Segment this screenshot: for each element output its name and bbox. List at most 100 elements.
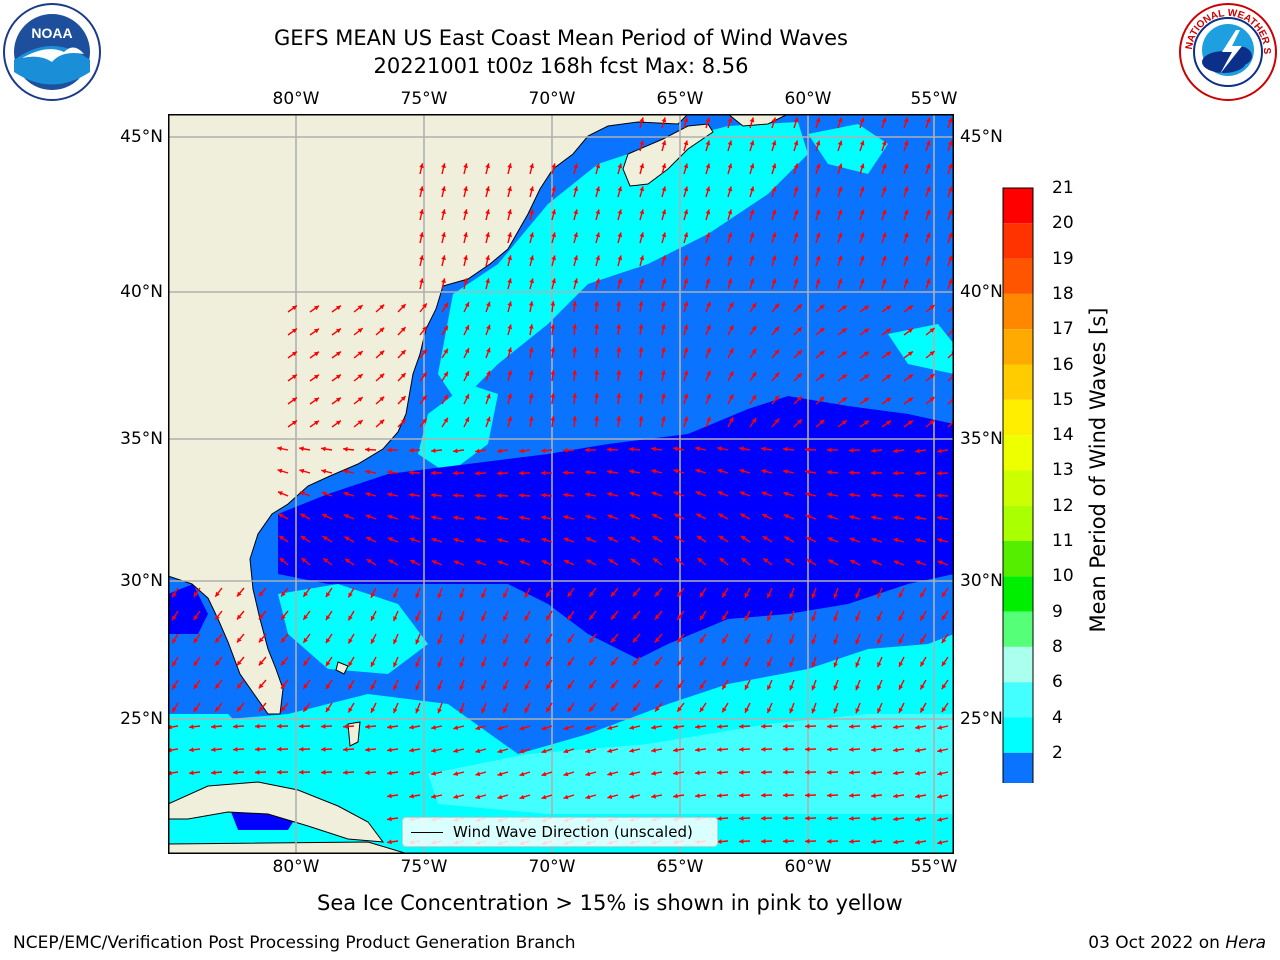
wind-wave-arrowhead bbox=[811, 593, 816, 599]
wind-wave-arrowhead bbox=[292, 397, 297, 403]
wind-wave-arrowhead bbox=[729, 325, 734, 331]
wind-wave-arrowhead bbox=[837, 163, 843, 169]
wind-wave-arrowhead bbox=[771, 209, 777, 215]
wind-wave-arrowhead bbox=[674, 513, 680, 519]
wind-wave-arrowhead bbox=[948, 163, 953, 169]
wind-wave-arrowhead bbox=[850, 560, 856, 565]
wind-wave-arrowhead bbox=[683, 393, 689, 399]
wind-wave-arrowhead bbox=[617, 209, 623, 215]
wind-wave-arrowhead bbox=[677, 614, 682, 620]
wind-wave-arrowhead bbox=[749, 255, 755, 261]
wind-wave-arrowhead bbox=[237, 706, 242, 712]
wind-wave-arrowhead bbox=[926, 278, 931, 284]
wind-wave-arrowhead bbox=[941, 615, 947, 621]
wind-wave-arrowhead bbox=[437, 708, 442, 714]
wind-wave-arrowhead bbox=[379, 304, 385, 310]
wind-wave-arrowhead bbox=[722, 661, 727, 667]
wind-wave-arrowhead bbox=[573, 186, 578, 192]
wind-wave-arrowhead bbox=[336, 374, 341, 380]
wind-wave-arrowhead bbox=[193, 615, 199, 620]
wind-wave-arrowhead bbox=[948, 232, 953, 238]
wind-wave-arrowhead bbox=[607, 725, 613, 730]
wind-wave-arrowhead bbox=[437, 639, 442, 645]
wind-wave-arrowhead bbox=[793, 140, 799, 146]
wind-wave-arrowhead bbox=[415, 639, 420, 645]
wind-wave-arrowhead bbox=[422, 326, 427, 332]
chart-title: GEFS MEAN US East Coast Mean Period of W… bbox=[274, 26, 848, 50]
left-lat-tick: 45°N bbox=[120, 127, 163, 147]
wind-wave-arrowhead bbox=[464, 394, 470, 400]
wind-wave-arrowhead bbox=[638, 301, 644, 306]
wind-wave-arrowhead bbox=[877, 685, 882, 691]
wind-wave-arrowhead bbox=[343, 469, 348, 474]
wind-wave-arrowhead bbox=[322, 514, 328, 519]
wind-wave-arrowhead bbox=[611, 591, 616, 597]
wind-wave-arrowhead bbox=[519, 771, 525, 777]
wind-wave-arrowhead bbox=[463, 163, 468, 169]
wind-wave-arrowhead bbox=[706, 416, 711, 422]
wind-wave-arrowhead bbox=[409, 492, 414, 498]
wind-wave-arrowhead bbox=[497, 493, 502, 498]
wind-wave-arrowhead bbox=[915, 793, 920, 799]
wind-wave-arrowhead bbox=[546, 615, 551, 621]
wind-wave-arrowhead bbox=[303, 591, 308, 597]
wind-wave-arrowhead bbox=[278, 535, 284, 541]
wind-wave-arrowhead bbox=[948, 140, 953, 146]
wind-wave-arrowhead bbox=[453, 470, 458, 476]
wind-wave-arrowhead bbox=[463, 209, 468, 215]
wind-wave-arrowhead bbox=[699, 684, 705, 690]
wind-wave-arrowhead bbox=[915, 747, 920, 753]
wind-wave-arrowhead bbox=[303, 706, 308, 712]
wind-wave-arrowhead bbox=[486, 370, 491, 376]
wind-wave-arrowhead bbox=[507, 163, 512, 169]
wind-wave-arrowhead bbox=[751, 371, 757, 377]
wind-wave-arrowhead bbox=[419, 255, 424, 261]
wind-wave-arrowhead bbox=[370, 661, 376, 667]
wind-wave-arrowhead bbox=[292, 305, 297, 311]
noaa-logo: NOAA bbox=[3, 3, 101, 101]
wind-wave-arrowhead bbox=[651, 747, 656, 753]
wind-wave-arrowhead bbox=[630, 536, 636, 541]
wind-wave-arrowhead bbox=[541, 515, 546, 520]
wind-wave-arrowhead bbox=[563, 771, 569, 777]
wind-wave-arrowhead bbox=[437, 616, 442, 622]
wind-wave-arrowhead bbox=[524, 592, 530, 598]
wind-wave-arrowhead bbox=[300, 535, 306, 541]
wind-wave-arrowhead bbox=[785, 558, 790, 564]
wind-wave-arrowhead bbox=[546, 684, 551, 690]
colorbar-tick-label: 17 bbox=[1052, 319, 1074, 340]
wind-wave-arrowhead bbox=[387, 793, 392, 799]
wind-wave-arrowhead bbox=[485, 232, 490, 238]
wind-wave-arrowhead bbox=[717, 491, 723, 496]
wind-wave-arrowhead bbox=[431, 492, 436, 498]
wind-wave-arrowhead bbox=[475, 493, 480, 498]
wind-wave-arrowhead bbox=[475, 725, 481, 731]
wind-wave-arrowhead bbox=[497, 748, 503, 754]
wind-wave-arrowhead bbox=[661, 301, 666, 306]
wind-wave-arrowhead bbox=[393, 639, 398, 645]
wind-wave-arrowhead bbox=[485, 186, 490, 192]
wind-wave-arrowhead bbox=[751, 302, 757, 308]
producer-credit: NCEP/EMC/Verification Post Processing Pr… bbox=[13, 933, 576, 953]
wind-wave-arrowhead bbox=[303, 614, 308, 620]
wind-wave-arrowhead bbox=[683, 255, 689, 261]
wind-wave-arrowhead bbox=[673, 446, 678, 452]
wind-wave-arrowhead bbox=[215, 591, 220, 597]
wind-wave-arrowhead bbox=[948, 278, 953, 284]
wind-wave-arrowhead bbox=[849, 515, 855, 520]
wind-wave-arrowhead bbox=[915, 839, 920, 845]
wind-wave-arrowhead bbox=[849, 747, 854, 752]
wind-wave-arrowhead bbox=[409, 515, 415, 520]
wind-wave-arrowhead bbox=[345, 558, 350, 564]
wind-wave-arrowhead bbox=[855, 708, 860, 714]
wind-wave-arrowhead bbox=[797, 350, 802, 356]
wind-wave-arrowhead bbox=[281, 614, 286, 620]
wind-wave-arrowhead bbox=[629, 725, 635, 730]
wind-wave-arrowhead bbox=[529, 186, 534, 192]
wind-wave-arrowhead bbox=[827, 793, 832, 798]
wind-wave-arrowhead bbox=[705, 232, 711, 238]
wind-wave-arrowhead bbox=[419, 232, 424, 238]
wind-wave-arrowhead bbox=[749, 163, 755, 169]
wind-wave-arrowhead bbox=[886, 328, 891, 334]
wind-wave-arrowhead bbox=[497, 448, 502, 454]
